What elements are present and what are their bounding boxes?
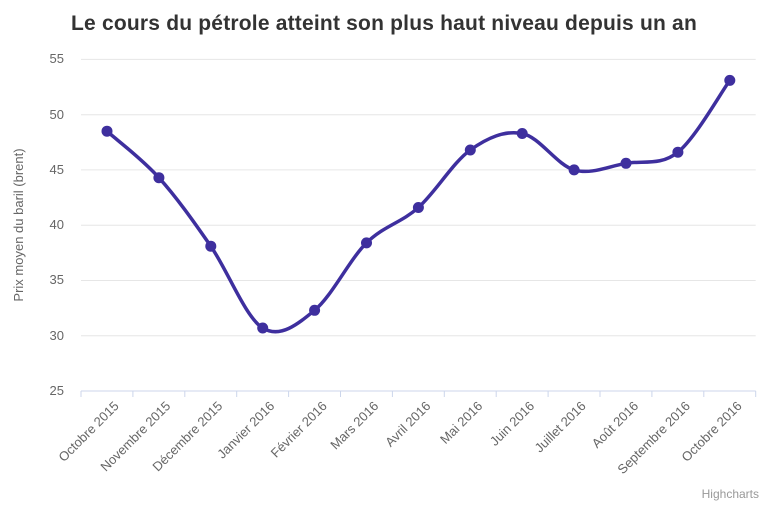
data-point[interactable]: [153, 172, 165, 184]
data-point[interactable]: [724, 74, 736, 86]
data-point[interactable]: [568, 164, 580, 176]
chart-title: Le cours du pétrole atteint son plus hau…: [71, 12, 697, 35]
data-point[interactable]: [620, 157, 632, 169]
data-point[interactable]: [464, 144, 476, 156]
y-axis-tick-label: 45: [49, 161, 64, 177]
y-axis-tick-label: 25: [49, 383, 64, 398]
data-point[interactable]: [516, 128, 528, 139]
y-axis-tick-label: 30: [49, 327, 64, 343]
data-point[interactable]: [205, 240, 217, 252]
y-axis-tick-label: 55: [49, 51, 64, 67]
data-point[interactable]: [101, 125, 113, 137]
y-axis-tick-label: 35: [49, 272, 64, 288]
y-axis-tick-label: 50: [49, 106, 64, 122]
data-point[interactable]: [309, 304, 321, 316]
data-point[interactable]: [361, 237, 372, 249]
data-point[interactable]: [672, 146, 684, 158]
data-point[interactable]: [257, 322, 269, 334]
y-axis-tick-label: 40: [49, 217, 64, 233]
highcharts-credit[interactable]: Highcharts: [701, 487, 759, 501]
data-point[interactable]: [412, 202, 424, 213]
